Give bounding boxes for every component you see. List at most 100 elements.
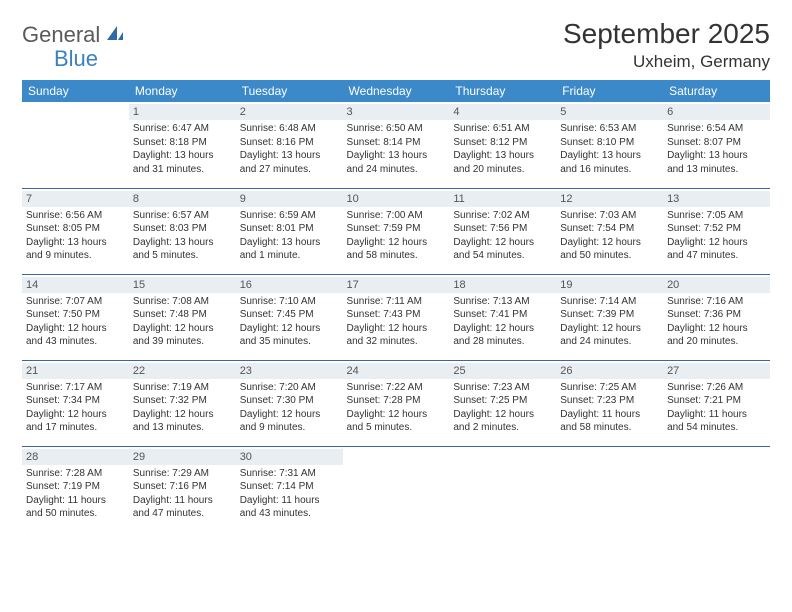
day-number: 21 [22, 363, 129, 379]
day-number: 22 [129, 363, 236, 379]
sunrise-text: Sunrise: 7:29 AM [133, 467, 232, 481]
day-number: 13 [663, 191, 770, 207]
calendar-day-cell: 18Sunrise: 7:13 AMSunset: 7:41 PMDayligh… [449, 274, 556, 360]
sunrise-text: Sunrise: 7:16 AM [667, 295, 766, 309]
day-info: Sunrise: 6:57 AMSunset: 8:03 PMDaylight:… [133, 209, 232, 263]
day-number: 6 [663, 104, 770, 120]
calendar-day-cell: 30 Sunrise: 7:31 AMSunset: 7:14 PMDayligh… [236, 446, 343, 532]
day-info: Sunrise: 7:10 AMSunset: 7:45 PMDaylight:… [240, 295, 339, 349]
sunrise-text: Sunrise: 6:51 AM [453, 122, 552, 136]
daylight-text: Daylight: 12 hours and 24 minutes. [560, 322, 659, 349]
day-info: Sunrise: 7:29 AMSunset: 7:16 PMDaylight:… [133, 467, 232, 521]
calendar-day-cell: 28 Sunrise: 7:28 AMSunset: 7:19 PMDayligh… [22, 446, 129, 532]
sunset-text: Sunset: 8:16 PM [240, 136, 339, 150]
daylight-text: Daylight: 12 hours and 17 minutes. [26, 408, 125, 435]
sunset-text: Sunset: 7:59 PM [347, 222, 446, 236]
day-number: 8 [129, 191, 236, 207]
weekday-header: Sunday [22, 80, 129, 102]
sunrise-text: Sunrise: 7:10 AM [240, 295, 339, 309]
calendar-week-row: 14Sunrise: 7:07 AMSunset: 7:50 PMDayligh… [22, 274, 770, 360]
calendar-week-row: 1Sunrise: 6:47 AMSunset: 8:18 PMDaylight… [22, 102, 770, 188]
day-number: 18 [449, 277, 556, 293]
sunset-text: Sunset: 8:18 PM [133, 136, 232, 150]
weekday-header: Thursday [449, 80, 556, 102]
calendar-day-cell [343, 446, 450, 532]
day-number: 5 [556, 104, 663, 120]
sunset-text: Sunset: 7:16 PM [133, 480, 232, 494]
daylight-text: Daylight: 12 hours and 32 minutes. [347, 322, 446, 349]
sunset-text: Sunset: 7:56 PM [453, 222, 552, 236]
calendar-day-cell: 10Sunrise: 7:00 AMSunset: 7:59 PMDayligh… [343, 188, 450, 274]
day-info: Sunrise: 7:25 AMSunset: 7:23 PMDaylight:… [560, 381, 659, 435]
sunset-text: Sunset: 7:52 PM [667, 222, 766, 236]
logo-sail-icon [105, 24, 125, 47]
sunset-text: Sunset: 7:50 PM [26, 308, 125, 322]
day-number: 3 [343, 104, 450, 120]
sunrise-text: Sunrise: 7:31 AM [240, 467, 339, 481]
daylight-text: Daylight: 12 hours and 58 minutes. [347, 236, 446, 263]
sunset-text: Sunset: 7:32 PM [133, 394, 232, 408]
day-number: 30 [236, 449, 343, 465]
day-info: Sunrise: 6:50 AMSunset: 8:14 PMDaylight:… [347, 122, 446, 176]
sunset-text: Sunset: 7:19 PM [26, 480, 125, 494]
calendar-day-cell: 26Sunrise: 7:25 AMSunset: 7:23 PMDayligh… [556, 360, 663, 446]
calendar-day-cell: 13Sunrise: 7:05 AMSunset: 7:52 PMDayligh… [663, 188, 770, 274]
calendar-day-cell: 4Sunrise: 6:51 AMSunset: 8:12 PMDaylight… [449, 102, 556, 188]
sunrise-text: Sunrise: 7:19 AM [133, 381, 232, 395]
header: General Blue September 2025 Uxheim, Germ… [22, 18, 770, 72]
day-info: Sunrise: 7:03 AMSunset: 7:54 PMDaylight:… [560, 209, 659, 263]
day-number: 16 [236, 277, 343, 293]
daylight-text: Daylight: 11 hours and 50 minutes. [26, 494, 125, 521]
sunset-text: Sunset: 8:07 PM [667, 136, 766, 150]
sunset-text: Sunset: 7:41 PM [453, 308, 552, 322]
day-number: 17 [343, 277, 450, 293]
calendar-day-cell: 16 Sunrise: 7:10 AMSunset: 7:45 PMDayligh… [236, 274, 343, 360]
daylight-text: Daylight: 11 hours and 43 minutes. [240, 494, 339, 521]
day-number: 14 [22, 277, 129, 293]
day-number: 29 [129, 449, 236, 465]
daylight-text: Daylight: 13 hours and 27 minutes. [240, 149, 339, 176]
day-number: 28 [22, 449, 129, 465]
sunset-text: Sunset: 7:36 PM [667, 308, 766, 322]
location-label: Uxheim, Germany [563, 52, 770, 72]
calendar-day-cell [22, 102, 129, 188]
daylight-text: Daylight: 13 hours and 31 minutes. [133, 149, 232, 176]
daylight-text: Daylight: 13 hours and 1 minute. [240, 236, 339, 263]
sunset-text: Sunset: 7:28 PM [347, 394, 446, 408]
calendar-day-cell: 22 Sunrise: 7:19 AMSunset: 7:32 PMDayligh… [129, 360, 236, 446]
daylight-text: Daylight: 11 hours and 58 minutes. [560, 408, 659, 435]
day-info: Sunrise: 7:26 AMSunset: 7:21 PMDaylight:… [667, 381, 766, 435]
sunset-text: Sunset: 7:45 PM [240, 308, 339, 322]
daylight-text: Daylight: 13 hours and 5 minutes. [133, 236, 232, 263]
sunset-text: Sunset: 8:05 PM [26, 222, 125, 236]
sunrise-text: Sunrise: 7:28 AM [26, 467, 125, 481]
sunset-text: Sunset: 7:30 PM [240, 394, 339, 408]
weekday-header: Tuesday [236, 80, 343, 102]
day-info: Sunrise: 6:53 AMSunset: 8:10 PMDaylight:… [560, 122, 659, 176]
day-info: Sunrise: 6:48 AMSunset: 8:16 PMDaylight:… [240, 122, 339, 176]
sunrise-text: Sunrise: 6:57 AM [133, 209, 232, 223]
sunset-text: Sunset: 8:10 PM [560, 136, 659, 150]
weekday-header-row: Sunday Monday Tuesday Wednesday Thursday… [22, 80, 770, 102]
sunset-text: Sunset: 7:25 PM [453, 394, 552, 408]
day-info: Sunrise: 7:20 AMSunset: 7:30 PMDaylight:… [240, 381, 339, 435]
weekday-header: Saturday [663, 80, 770, 102]
daylight-text: Daylight: 12 hours and 43 minutes. [26, 322, 125, 349]
sunset-text: Sunset: 8:01 PM [240, 222, 339, 236]
day-number: 27 [663, 363, 770, 379]
day-number: 7 [22, 191, 129, 207]
calendar-day-cell: 17Sunrise: 7:11 AMSunset: 7:43 PMDayligh… [343, 274, 450, 360]
day-number: 11 [449, 191, 556, 207]
logo: General Blue [22, 22, 142, 72]
sunrise-text: Sunrise: 6:53 AM [560, 122, 659, 136]
day-info: Sunrise: 7:28 AMSunset: 7:19 PMDaylight:… [26, 467, 125, 521]
sunrise-text: Sunrise: 7:02 AM [453, 209, 552, 223]
day-info: Sunrise: 7:19 AMSunset: 7:32 PMDaylight:… [133, 381, 232, 435]
calendar-day-cell: 21Sunrise: 7:17 AMSunset: 7:34 PMDayligh… [22, 360, 129, 446]
sunrise-text: Sunrise: 7:05 AM [667, 209, 766, 223]
day-number: 24 [343, 363, 450, 379]
sunset-text: Sunset: 7:14 PM [240, 480, 339, 494]
calendar-day-cell: 27 Sunrise: 7:26 AMSunset: 7:21 PMDayligh… [663, 360, 770, 446]
calendar-day-cell: 19Sunrise: 7:14 AMSunset: 7:39 PMDayligh… [556, 274, 663, 360]
calendar-week-row: 28Sunrise: 7:28 AMSunset: 7:19 PMDayligh… [22, 446, 770, 532]
